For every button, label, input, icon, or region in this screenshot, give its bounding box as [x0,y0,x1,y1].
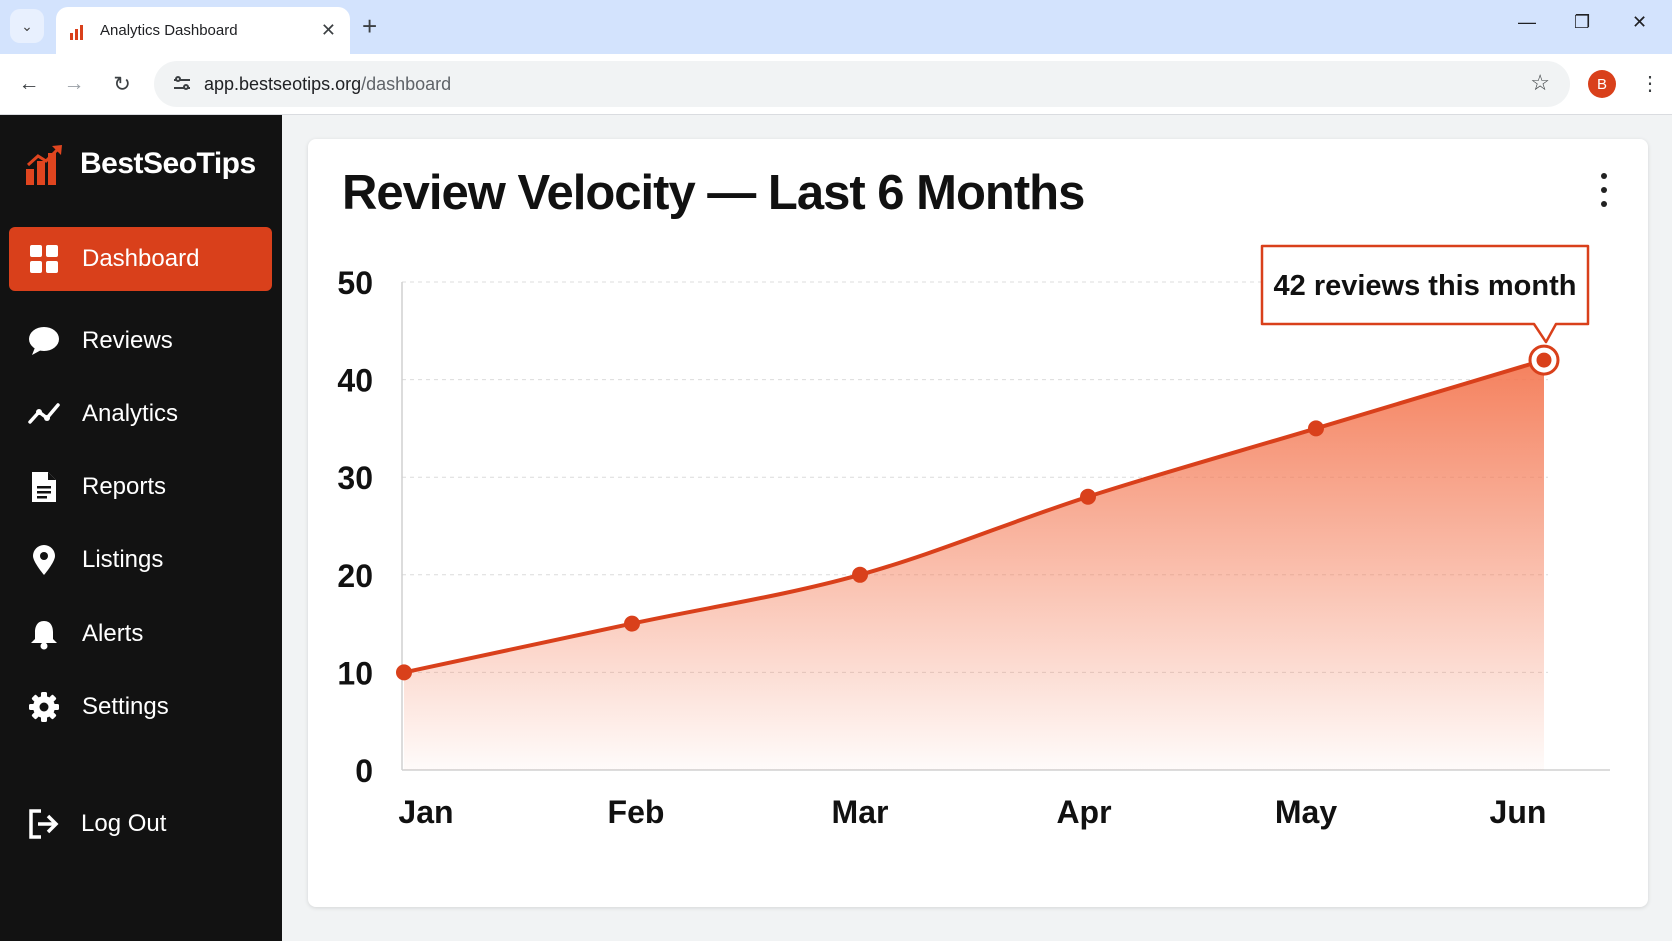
area-chart: 0 10 20 30 40 50 Jan Feb Mar Apr May Jun 42 reviews … [337,244,1610,830]
url-path: /dashboard [361,73,452,94]
browser-tab[interactable]: Analytics Dashboard ✕ [56,7,350,54]
card-menu-icon[interactable] [1598,173,1610,207]
x-tick-label: Jan [398,794,453,830]
tab-search-icon[interactable]: ⌄ [10,9,44,43]
page-title: Review Velocity — Last 6 Months [342,166,1085,220]
profile-avatar[interactable]: B [1588,70,1616,98]
browser-tab-bar: ⌄ Analytics Dashboard ✕ + — ❐ ✕ [0,0,1672,54]
url-host: app.bestseotips.org [204,73,362,94]
trend-line-icon [28,398,60,430]
sidebar-item-label: Alerts [82,620,144,647]
sidebar-item-label: Dashboard [82,245,200,272]
y-tick-label: 40 [337,363,373,399]
data-point [1536,352,1552,368]
sidebar-item-label: Reports [82,473,167,500]
site-settings-icon[interactable] [172,73,194,95]
annotation-text: 42 reviews this month [1274,270,1577,302]
sidebar-item-settings[interactable]: Settings [9,675,272,739]
sidebar-item-analytics[interactable]: Analytics [9,382,272,446]
y-tick-label: 20 [337,558,373,594]
annotation-callout [1260,244,1590,344]
gear-icon [28,691,60,723]
restore-icon[interactable]: ❐ [1574,12,1591,32]
forward-icon[interactable]: → [63,72,85,95]
x-tick-label: Mar [832,794,889,830]
data-point [1080,488,1096,505]
sidebar-item-reviews[interactable]: Reviews [9,309,272,373]
x-tick-label: Apr [1056,794,1111,830]
x-tick-label: Jun [1490,794,1547,830]
brand-arrow-icon [26,145,62,167]
browser-toolbar: ← → ↻ app.bestseotips.org/dashboard ☆ B … [0,54,1672,115]
favicon-icon [70,22,88,40]
y-tick-label: 0 [355,753,373,789]
map-pin-icon [28,544,60,576]
back-icon[interactable]: ← [18,72,40,95]
minimize-icon[interactable]: — [1518,12,1536,32]
data-point [1308,420,1324,437]
x-tick-label: May [1275,794,1337,830]
logout-label: Log Out [81,810,167,837]
browser-menu-icon[interactable]: ⋮ [1640,73,1660,95]
x-tick-label: Feb [608,794,665,830]
url-text: app.bestseotips.org/dashboard [204,74,451,95]
sidebar-item-dashboard[interactable]: Dashboard [9,227,272,291]
address-bar[interactable]: app.bestseotips.org/dashboard ☆ [154,61,1570,107]
sidebar-item-reports[interactable]: Reports [9,455,272,519]
document-icon [28,471,60,503]
brand-logo-icon [26,143,64,185]
logout-button[interactable]: Log Out [9,792,272,856]
dashboard-grid-icon [28,243,60,275]
data-point [852,566,868,583]
sidebar: BestSeoTips Dashboard Reviews Analytics … [0,115,282,941]
chat-bubble-icon [28,325,60,357]
series-line [403,358,1545,675]
sidebar-item-label: Listings [82,546,164,573]
reload-icon[interactable]: ↻ [113,72,131,96]
window-close-icon[interactable]: ✕ [1632,12,1648,32]
data-point [396,664,412,681]
y-tick-label: 10 [337,655,373,691]
new-tab-icon[interactable]: + [362,11,378,41]
tab-title: Analytics Dashboard [100,22,238,39]
area-fill [404,360,1544,770]
sidebar-item-label: Settings [82,693,169,720]
y-tick-label: 30 [337,460,373,496]
y-tick-label: 50 [337,265,373,301]
brand[interactable]: BestSeoTips [26,143,256,185]
tab-close-icon[interactable]: ✕ [320,20,336,40]
data-point [624,615,640,632]
sidebar-item-label: Analytics [82,400,179,427]
sidebar-item-alerts[interactable]: Alerts [9,602,272,666]
bell-icon [28,618,60,650]
bookmark-star-icon[interactable]: ☆ [1530,70,1550,95]
sidebar-item-label: Reviews [82,327,173,354]
logout-icon [27,808,59,840]
chart-card: Review Velocity — Last 6 Months 0 10 20 30 4… [308,139,1648,907]
brand-name: BestSeoTips [80,147,256,180]
sidebar-item-listings[interactable]: Listings [9,528,272,592]
